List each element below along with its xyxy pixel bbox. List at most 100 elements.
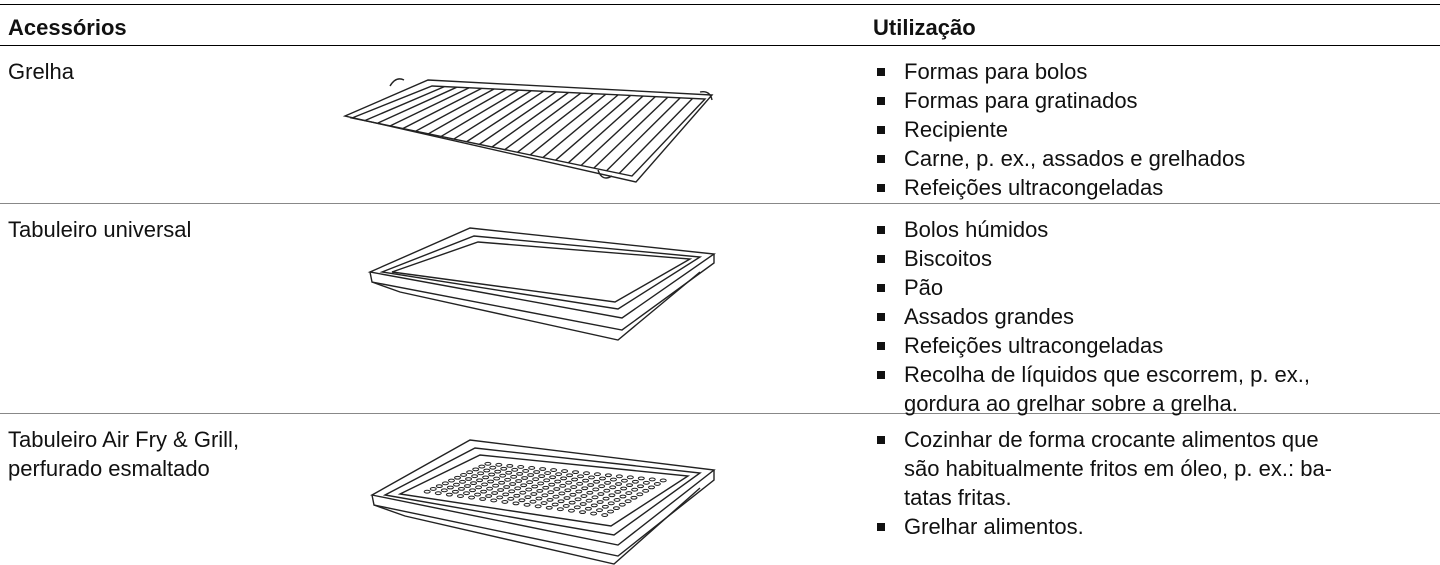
perforation [517, 465, 525, 469]
rack-wire [440, 89, 520, 138]
use-item: Refeições ultracongeladas [873, 173, 1245, 202]
accessory-name: Grelha [8, 57, 74, 86]
perforation [466, 470, 474, 475]
perforation [452, 482, 460, 487]
perforation [505, 470, 513, 475]
perforation [459, 479, 466, 484]
perforation [502, 492, 510, 497]
perforation [591, 495, 599, 500]
perforation [475, 485, 483, 490]
perforation [599, 476, 606, 481]
rule [0, 413, 1440, 414]
perforation [569, 492, 577, 497]
perforation [570, 485, 578, 489]
rack-drawing [342, 78, 714, 183]
perforation [593, 479, 601, 484]
perforation [490, 498, 498, 503]
perforation [555, 472, 563, 477]
perforation [564, 488, 572, 493]
perforation [523, 502, 531, 507]
perforation [624, 499, 632, 504]
text-line: Formas para bolos [904, 59, 1088, 84]
rack-wire [593, 96, 669, 169]
perforation [476, 478, 484, 483]
use-item: Cozinhar de forma crocante alimentos que… [873, 425, 1332, 512]
perforation [592, 487, 600, 492]
perforation [590, 511, 598, 516]
use-item: Recolha de líquidos que escorrem, p. ex.… [873, 360, 1310, 418]
use-item: Pão [873, 273, 1310, 302]
perforation [584, 506, 592, 511]
perforation [615, 482, 623, 486]
perforation [620, 478, 628, 483]
perforation [559, 483, 567, 488]
perforation [552, 494, 560, 499]
rack-wire [377, 86, 458, 124]
use-item: Grelhar alimentos. [873, 512, 1332, 541]
perforation [480, 489, 488, 494]
perforation [542, 485, 550, 490]
perforation [516, 471, 524, 476]
perforation [487, 479, 495, 484]
perforation [580, 494, 588, 498]
perforation [531, 484, 539, 489]
perforation [608, 493, 616, 498]
rack-wire [478, 91, 557, 145]
perforation [489, 465, 497, 470]
rack-wire [402, 87, 482, 130]
perforation [540, 501, 548, 505]
perforation [642, 488, 650, 493]
tray-drawing [367, 227, 716, 341]
perforation [533, 470, 541, 474]
text-line: tatas fritas. [904, 485, 1012, 510]
perforation [491, 491, 499, 495]
perforation [483, 468, 491, 473]
perforation [546, 497, 554, 502]
perforation [529, 499, 537, 504]
perforation [456, 494, 464, 498]
perforation [526, 480, 534, 485]
perforation [556, 507, 564, 512]
use-list: Bolos húmidos Biscoitos Pão Assados grandes… [873, 215, 1310, 418]
perforation [565, 480, 573, 485]
rack-wire [580, 96, 656, 166]
perforation [637, 484, 645, 489]
perforation [521, 476, 529, 480]
use-item: Bolos húmidos [873, 215, 1310, 244]
perforation [457, 486, 465, 491]
rack-wire [415, 88, 495, 132]
text-line: Biscoitos [904, 246, 993, 271]
rack-wire [491, 91, 569, 148]
text-line: Formas para gratinados [904, 88, 1138, 113]
perforation [551, 502, 559, 507]
perforation [562, 504, 570, 508]
perforation [609, 485, 617, 490]
perforation [486, 486, 494, 491]
perforation [481, 482, 489, 487]
perforation [557, 499, 565, 504]
use-item: Formas para gratinados [873, 86, 1245, 115]
perforation [538, 474, 546, 479]
accessory-name: Tabuleiro universal [8, 215, 191, 244]
text-line: Recipiente [904, 117, 1008, 142]
perforation [561, 469, 569, 473]
perforation [524, 495, 532, 500]
perforation [534, 504, 542, 509]
use-list: Cozinhar de forma crocante alimentos que… [873, 425, 1332, 541]
text-line: Assados grandes [904, 304, 1074, 329]
perforation [535, 496, 543, 501]
text-line: Tabuleiro universal [8, 217, 192, 242]
perforation [539, 467, 547, 471]
rack-wire [504, 92, 582, 151]
perforation [653, 482, 661, 486]
perforation [469, 488, 477, 493]
perforation [560, 476, 568, 481]
perforation [503, 485, 511, 489]
perforation [618, 502, 626, 507]
text-line: gordura ao grelhar sobre a grelha. [904, 391, 1238, 416]
perforation [451, 489, 459, 494]
perforation [596, 508, 603, 513]
perforation [545, 505, 553, 510]
text-line: Cozinhar de forma crocante alimentos que [904, 427, 1319, 452]
use-item: Formas para bolos [873, 57, 1245, 86]
